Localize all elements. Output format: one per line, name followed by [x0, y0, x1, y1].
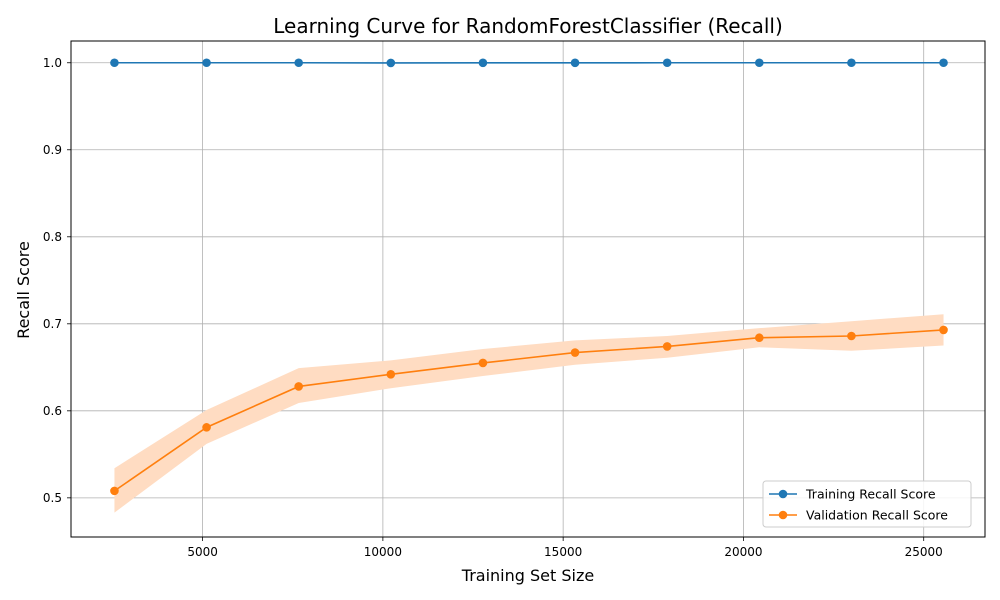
- validation-recall-score-legend-marker: [778, 510, 788, 520]
- y-tick-label: 0.5: [43, 491, 62, 505]
- x-tick-label: 15000: [544, 545, 582, 559]
- validation-recall-score-point: [294, 382, 303, 391]
- validation-recall-score-point: [939, 325, 948, 335]
- validation-recall-score-point: [662, 342, 672, 351]
- x-tick-label: 5000: [187, 545, 218, 559]
- validation-recall-score-point: [847, 331, 856, 341]
- x-tick-label: 25000: [905, 545, 943, 559]
- training-recall-score-point: [294, 58, 303, 68]
- series-points: [110, 58, 948, 496]
- validation-recall-score-legend-label: Validation Recall Score: [806, 508, 948, 523]
- x-axis-label: Training Set Size: [461, 566, 594, 585]
- y-tick-label: 1.0: [43, 56, 62, 70]
- validation-recall-score-band: [114, 314, 944, 513]
- plot-frame: [70, 40, 986, 538]
- validation-recall-score-point: [754, 333, 764, 343]
- confidence-bands: [114, 62, 944, 513]
- grid-lines: [71, 41, 985, 537]
- y-axis-label: Recall Score: [14, 241, 33, 339]
- y-tick-label: 0.8: [43, 230, 62, 244]
- legend-box: [762, 480, 972, 528]
- y-tick-label: 0.7: [43, 317, 62, 331]
- x-axis-ticks: 5000 10000 15000 20000 25000: [187, 537, 943, 559]
- training-recall-score-point: [662, 58, 672, 68]
- validation-recall-score-point: [202, 423, 211, 432]
- validation-recall-score-point: [110, 486, 119, 496]
- y-tick-label: 0.9: [43, 143, 62, 157]
- validation-recall-score-line: [113, 329, 944, 492]
- training-recall-score-point: [754, 58, 764, 68]
- x-tick-label: 10000: [364, 545, 402, 559]
- training-recall-score-legend-marker: [778, 489, 788, 499]
- x-tick-label: 20000: [724, 545, 762, 559]
- training-recall-score-point: [847, 58, 856, 68]
- legend: Training Recall Score Validation Recall S…: [762, 480, 972, 528]
- y-tick-label: 0.6: [43, 404, 62, 418]
- training-recall-score-point: [478, 58, 488, 68]
- validation-recall-score-point: [570, 348, 580, 357]
- training-recall-score-point: [939, 58, 948, 68]
- training-recall-score-legend-label: Training Recall Score: [805, 487, 936, 502]
- validation-recall-score-point: [478, 358, 488, 368]
- training-recall-score-point: [386, 58, 396, 68]
- y-axis-ticks: 0.5 0.6 0.7 0.8 0.9 1.0: [43, 56, 71, 505]
- series-lines: [113, 61, 944, 492]
- training-recall-score-point: [202, 58, 211, 68]
- validation-recall-score-point: [386, 369, 396, 379]
- training-recall-score-point: [110, 58, 119, 68]
- chart-title: Learning Curve for RandomForestClassifie…: [273, 14, 783, 38]
- training-recall-score-point: [570, 58, 580, 68]
